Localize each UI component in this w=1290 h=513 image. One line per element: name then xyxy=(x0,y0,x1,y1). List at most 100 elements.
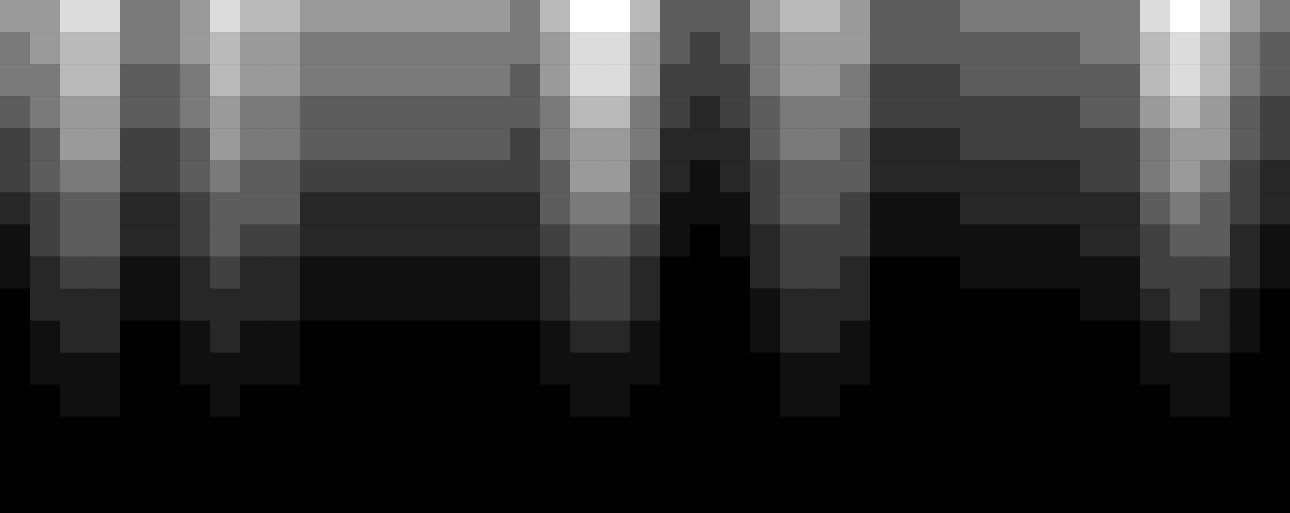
cell xyxy=(1260,257,1290,290)
cell xyxy=(570,449,601,482)
cell xyxy=(330,96,361,129)
cell xyxy=(1050,192,1081,225)
cell xyxy=(1230,64,1261,97)
cell xyxy=(690,481,721,513)
cell xyxy=(870,192,901,225)
cell xyxy=(750,321,781,354)
cell xyxy=(1260,160,1290,193)
cell xyxy=(1020,481,1051,513)
cell xyxy=(960,353,991,386)
cell xyxy=(1020,224,1051,257)
cell xyxy=(870,224,901,257)
cell xyxy=(810,64,841,97)
cell xyxy=(240,449,271,482)
cell xyxy=(360,64,391,97)
cell xyxy=(180,0,211,33)
cell xyxy=(300,257,331,290)
cell xyxy=(120,417,151,450)
cell xyxy=(480,0,511,33)
cell xyxy=(120,64,151,97)
cell xyxy=(240,321,271,354)
cell xyxy=(0,481,31,513)
cell xyxy=(810,289,841,322)
cell xyxy=(1230,289,1261,322)
cell xyxy=(630,385,661,418)
cell xyxy=(990,64,1021,97)
cell xyxy=(1170,160,1201,193)
cell xyxy=(750,257,781,290)
cell xyxy=(930,224,961,257)
cell xyxy=(570,224,601,257)
cell xyxy=(690,64,721,97)
cell xyxy=(930,481,961,513)
cell xyxy=(1230,321,1261,354)
cell xyxy=(120,160,151,193)
cell xyxy=(660,257,691,290)
cell xyxy=(570,192,601,225)
cell xyxy=(540,64,571,97)
cell xyxy=(1050,0,1081,33)
cell xyxy=(60,481,91,513)
cell xyxy=(690,32,721,65)
cell xyxy=(660,96,691,129)
cell xyxy=(210,385,241,418)
cell xyxy=(1260,32,1290,65)
cell xyxy=(720,128,751,161)
cell xyxy=(570,481,601,513)
cell xyxy=(1080,224,1111,257)
cell xyxy=(1170,449,1201,482)
cell xyxy=(840,224,871,257)
cell xyxy=(600,417,631,450)
cell xyxy=(1110,481,1141,513)
cell xyxy=(420,128,451,161)
cell xyxy=(480,417,511,450)
cell xyxy=(150,257,181,290)
cell xyxy=(900,96,931,129)
cell xyxy=(570,385,601,418)
cell xyxy=(510,353,541,386)
cell xyxy=(330,32,361,65)
background xyxy=(0,0,1290,513)
cell xyxy=(840,128,871,161)
cell xyxy=(840,449,871,482)
cell xyxy=(1260,96,1290,129)
cell xyxy=(270,417,301,450)
cell xyxy=(1080,449,1111,482)
cell xyxy=(540,481,571,513)
cell xyxy=(30,32,61,65)
cell xyxy=(990,385,1021,418)
cell xyxy=(900,321,931,354)
cell xyxy=(840,192,871,225)
cell xyxy=(450,128,481,161)
cell xyxy=(660,160,691,193)
cell xyxy=(840,417,871,450)
cell xyxy=(540,289,571,322)
cell xyxy=(1050,257,1081,290)
cell xyxy=(180,353,211,386)
cell xyxy=(570,0,601,33)
cell xyxy=(240,257,271,290)
cell xyxy=(510,160,541,193)
cell xyxy=(1170,192,1201,225)
cell xyxy=(30,128,61,161)
cell xyxy=(660,128,691,161)
cell xyxy=(1140,32,1171,65)
cell xyxy=(870,353,901,386)
cell xyxy=(300,385,331,418)
cell xyxy=(390,224,421,257)
cell xyxy=(240,224,271,257)
cell xyxy=(630,160,661,193)
cell xyxy=(900,192,931,225)
cell xyxy=(780,449,811,482)
cell xyxy=(1050,32,1081,65)
cell xyxy=(90,32,121,65)
cell xyxy=(450,257,481,290)
cell xyxy=(1140,385,1171,418)
cell xyxy=(450,449,481,482)
cell xyxy=(930,160,961,193)
cell xyxy=(930,192,961,225)
cell xyxy=(360,257,391,290)
cell xyxy=(270,321,301,354)
cell xyxy=(1110,128,1141,161)
cell xyxy=(210,96,241,129)
